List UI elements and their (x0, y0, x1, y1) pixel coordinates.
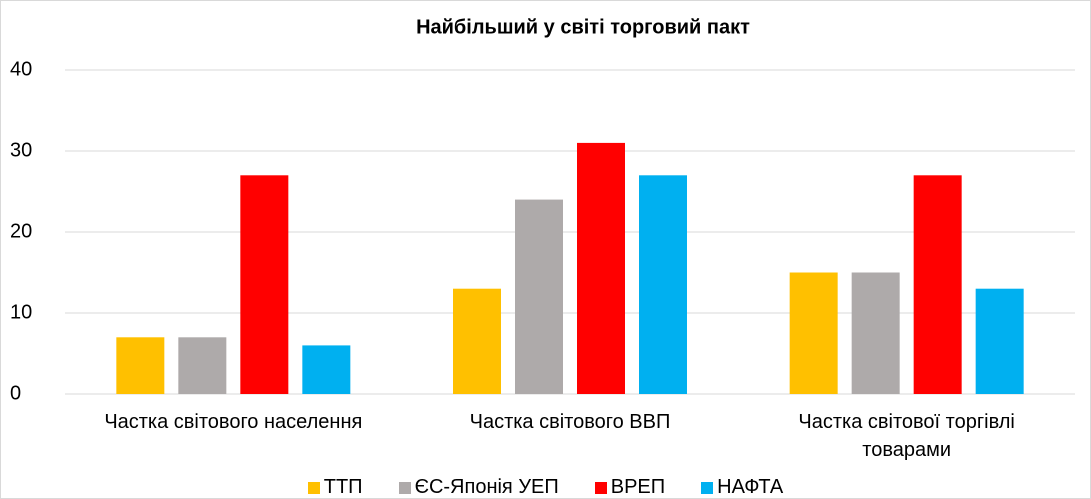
x-tick-label: Частка світового ВВП (469, 411, 671, 433)
bar (789, 272, 838, 394)
legend-swatch (594, 481, 607, 494)
bar (577, 142, 625, 394)
bar (116, 337, 165, 394)
bar (178, 337, 227, 394)
bar (453, 288, 501, 394)
legend: ТТП ЄС-Японія УЕП ВРЕП НАФТА (0, 476, 1091, 499)
bar (302, 345, 351, 394)
legend-label: НАФТА (717, 476, 784, 498)
legend-label: ВРЕП (610, 476, 666, 498)
bar (851, 272, 900, 394)
bar (913, 175, 962, 394)
y-tick-label: 30 (10, 139, 32, 161)
bar (515, 199, 563, 394)
bar (639, 175, 687, 394)
legend-item: НАФТА (701, 476, 783, 499)
y-tick-label: 20 (10, 220, 32, 242)
chart-title: Найбільший у світі торговий пакт (416, 16, 750, 38)
legend-item: ЄС-Японія УЕП (398, 476, 559, 499)
legend-item: ТТП (307, 476, 363, 499)
legend-swatch (701, 481, 714, 494)
legend-item: ВРЕП (594, 476, 666, 499)
legend-label: ТТП (323, 476, 363, 498)
y-tick-label: 0 (10, 382, 21, 404)
x-tick-label: Частка світової торгівлі товарами (798, 411, 1015, 461)
y-tick-label: 10 (10, 301, 32, 323)
bar (975, 288, 1024, 394)
bar (240, 175, 289, 394)
x-tick-label: Частка світового населення (104, 411, 363, 433)
y-tick-label: 40 (10, 58, 32, 80)
legend-swatch (307, 481, 320, 494)
legend-swatch (398, 481, 411, 494)
legend-label: ЄС-Японія УЕП (414, 476, 559, 498)
